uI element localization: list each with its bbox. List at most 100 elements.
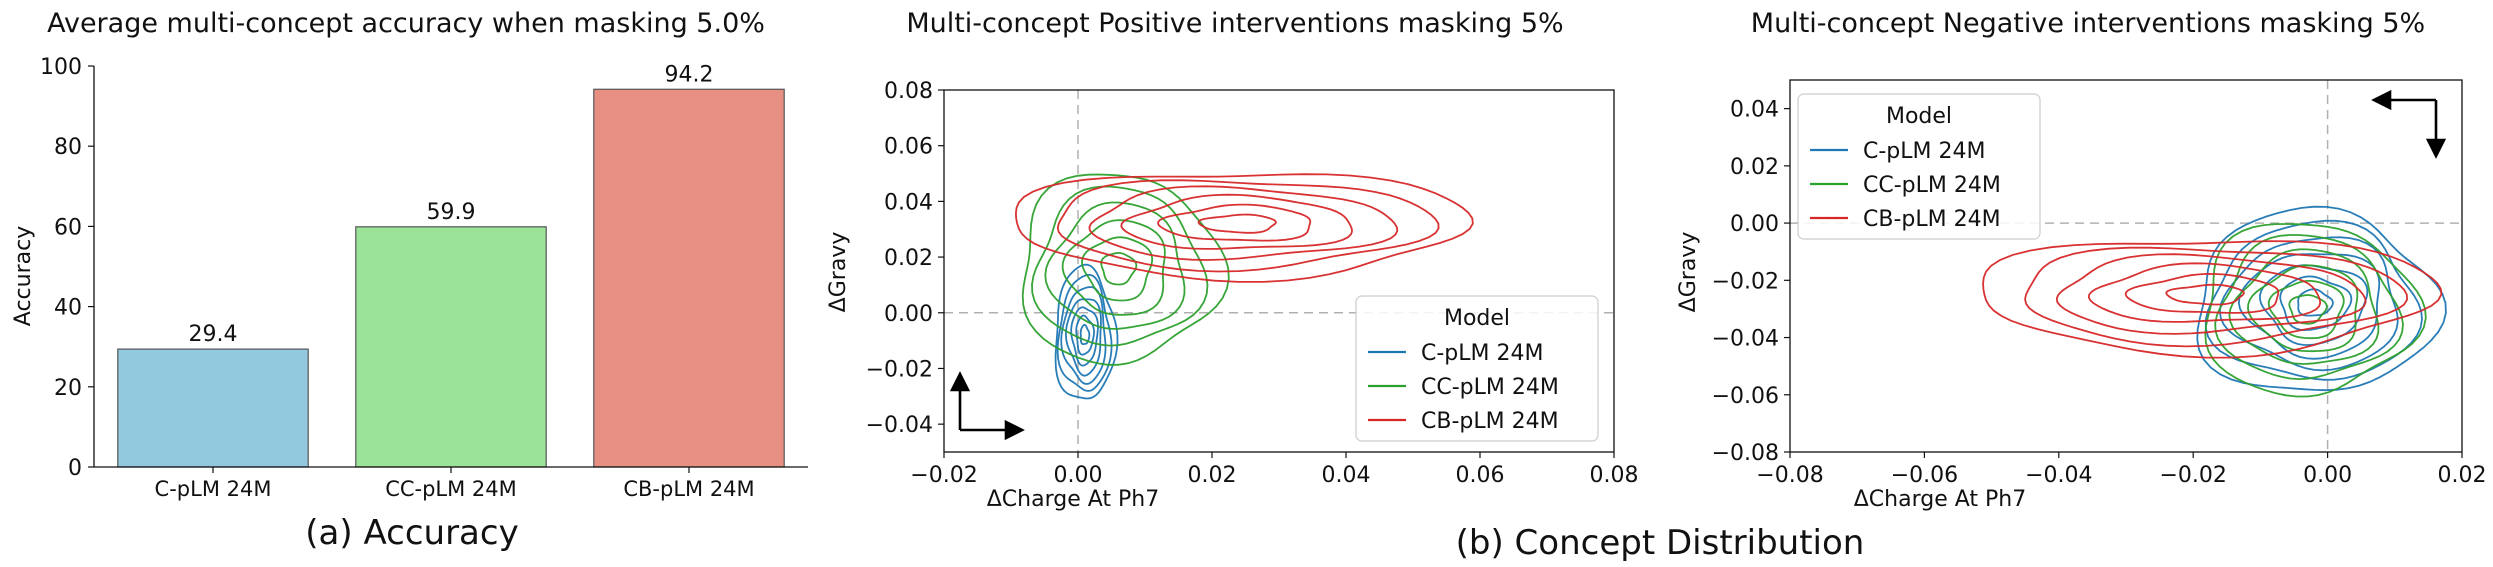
y-tick-label: 0.04	[884, 190, 933, 215]
x-tick-label: 0.00	[2303, 463, 2352, 488]
x-tick-label: −0.02	[2159, 463, 2226, 488]
legend-entry: C-pLM 24M	[1863, 139, 1985, 164]
contour-ring	[2165, 283, 2245, 306]
bar-value-label: 94.2	[665, 62, 714, 87]
x-tick-label: 0.02	[2438, 463, 2487, 488]
contour-ring	[1061, 219, 1166, 316]
negative-interventions-contour: Multi-concept Negative interventions mas…	[1676, 8, 2486, 512]
contour-ring	[2247, 264, 2359, 353]
contour-ring	[1081, 236, 1154, 302]
y-tick-label: 40	[54, 296, 82, 321]
contour-ring	[1031, 185, 1209, 347]
contour-ring	[2055, 253, 2367, 335]
contour-ring	[2024, 246, 2409, 348]
x-tick-label: 0.04	[1322, 463, 1371, 488]
positive-interventions-contour: Multi-concept Positive interventions mas…	[826, 8, 1638, 512]
legend-title: Model	[1444, 306, 1510, 331]
contour-ring	[2228, 248, 2380, 365]
arrow-head-down	[2425, 138, 2447, 159]
legend: Model C-pLM 24M CC-pLM 24M CB-pLM 24M	[1797, 93, 2041, 240]
x-tick-label: CB-pLM 24M	[623, 477, 754, 501]
y-tick-label: 20	[54, 376, 82, 401]
contour-ring	[2218, 236, 2399, 372]
direction-arrow	[949, 371, 1025, 441]
caption-a: (a) Accuracy	[305, 513, 518, 553]
x-tick-label: CC-pLM 24M	[385, 477, 517, 501]
x-axis-label: ΔCharge At Ph7	[1854, 487, 2026, 512]
contour-ring	[1044, 201, 1186, 330]
contour-ring	[1075, 314, 1095, 356]
x-tick-label: 0.06	[1456, 463, 1505, 488]
bar	[593, 88, 785, 468]
y-tick-label: −0.02	[866, 357, 933, 382]
x-tick-label: 0.02	[1188, 463, 1237, 488]
contour-ring	[2204, 219, 2423, 381]
legend-box	[1797, 93, 2041, 240]
contour-ring	[1056, 274, 1113, 392]
series-cb-plm-24m	[1982, 240, 2443, 359]
legend-entry: CC-pLM 24M	[1421, 375, 1559, 400]
contour-ring	[1060, 286, 1107, 385]
plot-frame	[943, 89, 1615, 453]
y-tick-label: 0.00	[884, 302, 933, 327]
plot-area: −0.02 0.00 0.02 0.04 0.06 0.08 −0.04 −0.02 0.00 0…	[866, 79, 1639, 488]
series-cc-plm-24m	[1021, 173, 1230, 366]
chart-title: Multi-concept Positive interventions mas…	[906, 8, 1563, 39]
y-tick-label: 0.08	[884, 79, 933, 104]
x-tick-label: 0.00	[1054, 463, 1103, 488]
x-tick-label: −0.06	[1891, 463, 1958, 488]
contour-ring	[1120, 193, 1353, 250]
contour-ring	[1197, 213, 1277, 234]
caption-b: (b) Concept Distribution	[1456, 523, 1865, 563]
contour-ring	[1100, 251, 1138, 286]
x-tick-label: −0.04	[2025, 463, 2092, 488]
bar-value-label: 29.4	[189, 322, 238, 347]
y-tick-label: −0.04	[866, 413, 933, 438]
series-c-plm-24m	[1054, 263, 1119, 400]
chart-title: Average multi-concept accuracy when mask…	[47, 8, 765, 39]
arrow-head-right	[1004, 419, 1025, 441]
y-tick-label: 0.04	[1730, 98, 1779, 123]
y-tick-label: 0.02	[1730, 155, 1779, 180]
legend-title: Model	[1886, 104, 1952, 129]
y-tick-label: 0.02	[884, 246, 933, 271]
y-tick-label: −0.06	[1712, 384, 1779, 409]
y-tick-label: 60	[54, 215, 82, 240]
series-cb-plm-24m	[1014, 173, 1474, 283]
y-tick-label: −0.02	[1712, 269, 1779, 294]
x-tick-label: −0.02	[910, 463, 977, 488]
legend-box	[1355, 295, 1599, 442]
plot-area: −0.08 −0.06 −0.04 −0.02 0.00 0.02 −0.08 −0.06 −0…	[1712, 79, 2487, 488]
accuracy-bar-chart: Average multi-concept accuracy when mask…	[11, 8, 808, 501]
contour-ring	[1157, 203, 1312, 242]
legend-entry: CC-pLM 24M	[1863, 173, 2001, 198]
axes: C-pLM 24M CC-pLM 24M CB-pLM 24M 0 20 40 60 80 10…	[40, 55, 808, 501]
y-tick-label: −0.04	[1712, 327, 1779, 352]
plot-frame	[1789, 79, 2463, 453]
contour-ring	[2087, 262, 2322, 323]
contour-ring	[1014, 173, 1474, 283]
plot-content	[944, 90, 1614, 452]
y-axis-label: Accuracy	[11, 226, 36, 326]
chart-title: Multi-concept Negative interventions mas…	[1751, 8, 2425, 39]
arrow-head-up	[949, 371, 971, 392]
x-tick-label: 0.08	[1590, 463, 1639, 488]
contour-ring	[2237, 253, 2381, 360]
y-tick-label: −0.08	[1712, 441, 1779, 466]
plot-content	[1790, 80, 2462, 452]
legend-entry: CB-pLM 24M	[1863, 207, 2001, 232]
contour-ring	[1982, 240, 2443, 359]
y-axis-label: ΔGravy	[1676, 232, 1701, 313]
bars: 29.4 59.9 94.2	[117, 62, 785, 468]
y-tick-label: 100	[40, 55, 82, 80]
x-tick-label: −0.08	[1756, 463, 1823, 488]
legend-entry: C-pLM 24M	[1421, 341, 1543, 366]
x-axis-label: ΔCharge At Ph7	[987, 487, 1159, 512]
y-tick-label: 0.00	[1730, 212, 1779, 237]
contour-ring	[2204, 223, 2427, 398]
x-tick-label: C-pLM 24M	[155, 477, 272, 501]
legend: Model C-pLM 24M CC-pLM 24M CB-pLM 24M	[1355, 295, 1599, 442]
bar	[355, 226, 547, 468]
y-tick-label: 0.06	[884, 135, 933, 160]
